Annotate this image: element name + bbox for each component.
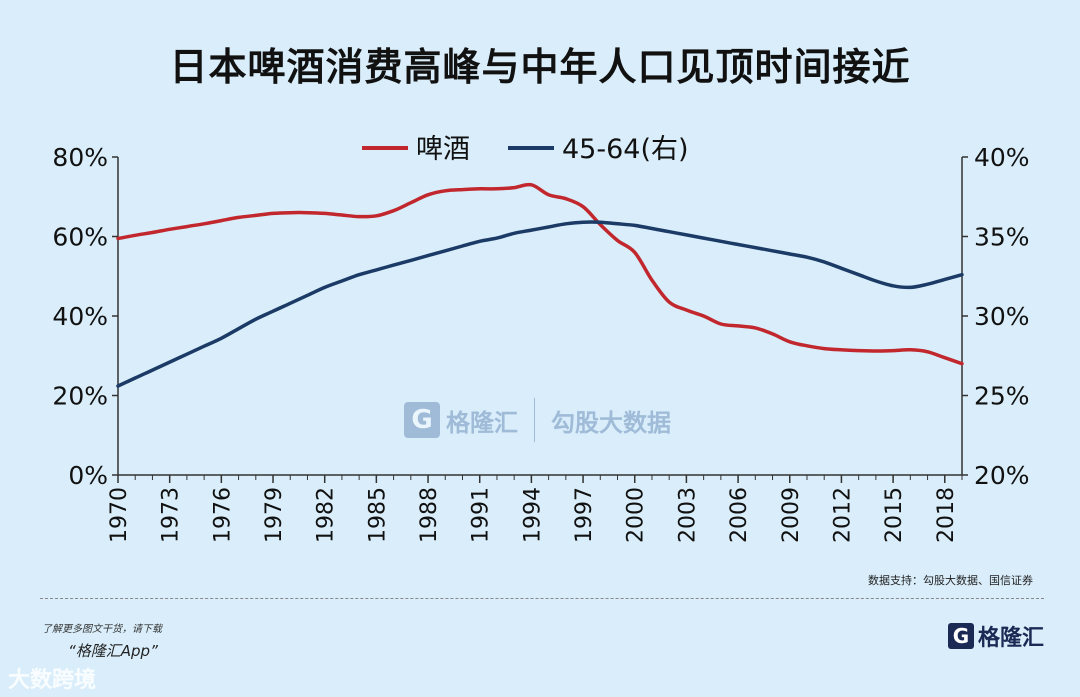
y-tick-label-left: 60%: [52, 223, 108, 252]
series-line-beer: [116, 182, 964, 366]
x-tick-label: 2015: [882, 487, 907, 543]
x-tick-label: 2018: [934, 487, 959, 543]
logo-icon: G: [948, 623, 974, 649]
watermark-separator: [534, 398, 535, 442]
y-tick-label-left: 80%: [52, 143, 108, 172]
chart-title: 日本啤酒消费高峰与中年人口见顶时间接近: [169, 45, 911, 89]
watermark-center: G 格隆汇 勾股大数据: [404, 398, 671, 442]
x-tick-label: 1988: [417, 487, 442, 543]
y-tick-label-right: 30%: [974, 302, 1030, 331]
y-tick-label-left: 0%: [68, 461, 108, 490]
x-tick-label: 1973: [159, 487, 184, 543]
series-lines: [116, 182, 964, 388]
x-tick-label: 2000: [624, 487, 649, 543]
legend-label: 45-64(右): [562, 134, 689, 165]
promo-app-name: “格隆汇App”: [68, 642, 158, 660]
y-tick-label-left: 20%: [52, 382, 108, 411]
series-line-age-45-64: [116, 220, 964, 388]
x-tick-label: 2006: [727, 487, 752, 543]
y-tick-label-right: 35%: [974, 223, 1030, 252]
source-note: 数据支持：勾股大数据、国信证券: [868, 574, 1033, 587]
logo-name: 格隆汇: [978, 626, 1045, 651]
x-tick-label: 1982: [314, 487, 339, 543]
x-tick-label: 2009: [779, 487, 804, 543]
x-tick-label: 1991: [469, 487, 494, 543]
x-tick-label: 2012: [830, 487, 855, 543]
x-tick-label: 1976: [210, 487, 235, 543]
x-tick-label: 1979: [262, 487, 287, 543]
x-tick-label: 1970: [107, 487, 132, 543]
x-tick-label: 1997: [572, 487, 597, 543]
y-tick-label-right: 20%: [974, 461, 1030, 490]
legend: 啤酒 45-64(右): [362, 134, 689, 165]
y-tick-label-left: 40%: [52, 302, 108, 331]
brand-logo: G 格隆汇: [948, 620, 1044, 652]
divider: [40, 598, 1044, 599]
corner-watermark: 大数跨境: [8, 668, 97, 693]
x-tick-label: 1994: [520, 487, 545, 543]
watermark-logo-icon: G: [404, 402, 440, 438]
legend-label: 啤酒: [416, 134, 470, 165]
watermark-brand2: 勾股大数据: [551, 408, 671, 437]
promo-text: 了解更多图文干货，请下载: [42, 624, 162, 635]
x-tick-label: 2003: [675, 487, 700, 543]
y-tick-label-right: 25%: [974, 382, 1030, 411]
axes: 0% 20% 40% 60% 80% 20% 25% 30% 35% 40% 1970 1973 197…: [52, 143, 1029, 543]
y-tick-label-right: 40%: [974, 143, 1030, 172]
x-tick-label: 1985: [365, 487, 390, 543]
watermark-brand: 格隆汇: [446, 408, 518, 437]
